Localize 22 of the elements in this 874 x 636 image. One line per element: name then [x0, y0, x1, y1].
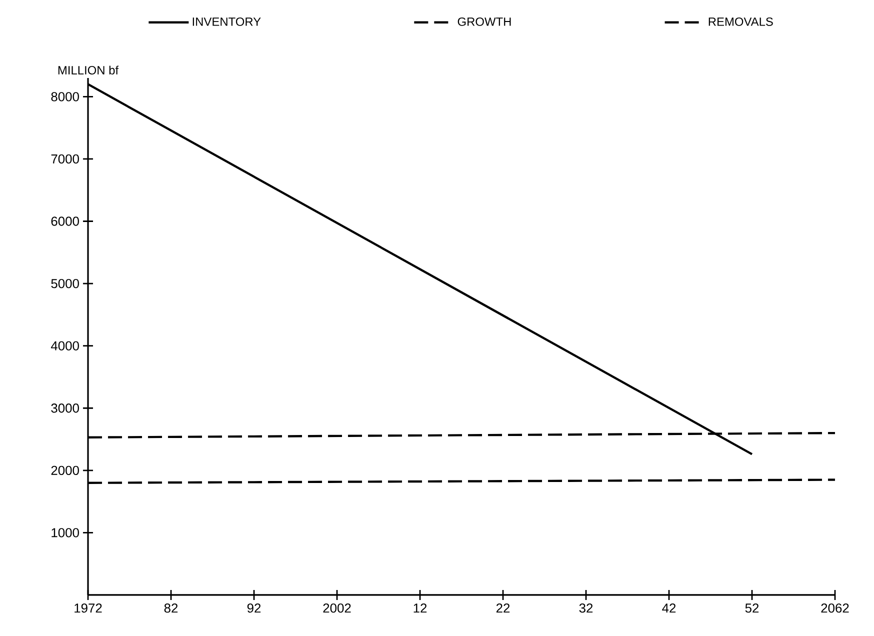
x-tick-label: 32: [579, 604, 593, 613]
x-tick-label: 12: [414, 604, 427, 613]
x-tick-label: 52: [745, 604, 759, 613]
x-tick-label: 2002: [323, 604, 351, 613]
legend-label: INVENTORY: [192, 17, 261, 26]
y-tick-label: 5000: [51, 278, 79, 288]
y-tick-label: 7000: [51, 154, 79, 164]
x-tick-label: 92: [247, 604, 261, 613]
x-tick-label: 2062: [821, 604, 849, 613]
y-tick-label: 1000: [52, 528, 79, 538]
x-tick-label: 82: [164, 604, 178, 613]
x-tick-label: 1972: [74, 604, 102, 613]
x-tick-label: 22: [496, 604, 510, 613]
y-tick-label: 2000: [51, 466, 79, 475]
legend-label: GROWTH: [458, 17, 511, 26]
legend-label: REMOVALS: [708, 17, 773, 26]
x-tick-label: 42: [662, 604, 676, 613]
y-tick-label: 3000: [51, 404, 79, 413]
y-tick-label: 6000: [51, 216, 79, 226]
y-axis-title: MILLION bf: [58, 66, 119, 74]
y-tick-label: 8000: [51, 92, 79, 102]
y-tick-label: 4000: [50, 341, 79, 350]
